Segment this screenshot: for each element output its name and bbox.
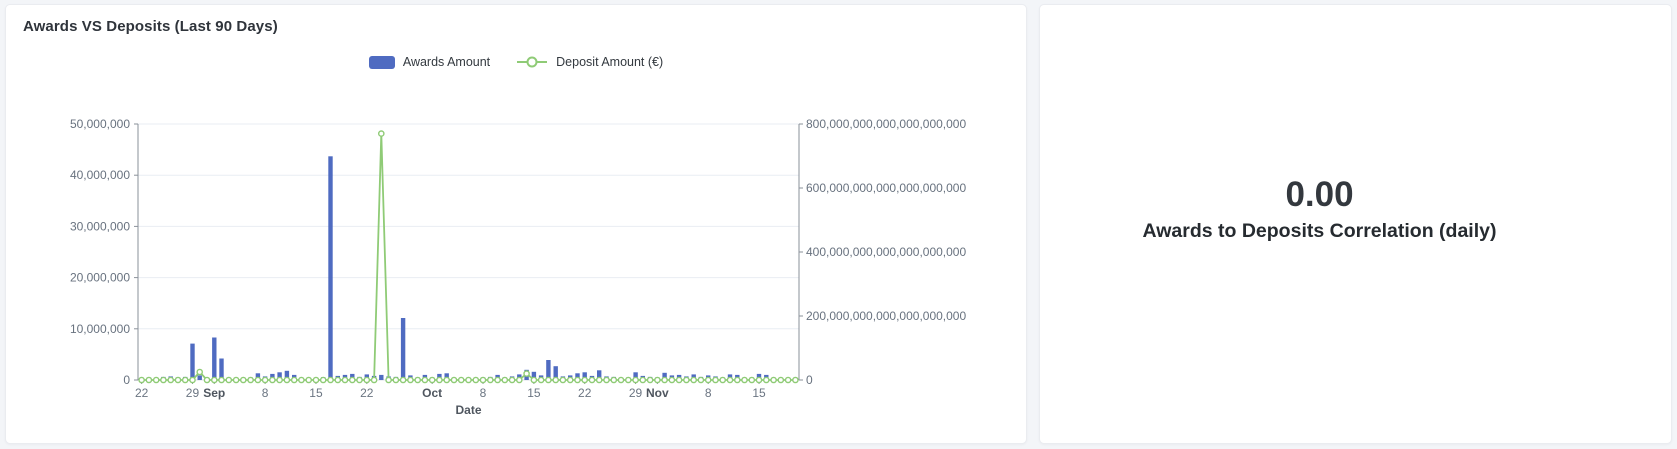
svg-text:600,000,000,000,000,000,000: 600,000,000,000,000,000,000	[806, 181, 966, 195]
correlation-content: 0.00 Awards to Deposits Correlation (dai…	[1040, 0, 1671, 443]
correlation-label: Awards to Deposits Correlation (daily)	[1142, 219, 1497, 242]
svg-text:29: 29	[629, 386, 643, 400]
svg-text:Date: Date	[455, 403, 481, 417]
svg-text:400,000,000,000,000,000,000: 400,000,000,000,000,000,000	[806, 245, 966, 259]
svg-text:200,000,000,000,000,000,000: 200,000,000,000,000,000,000	[806, 309, 966, 323]
chart-title: Awards VS Deposits (Last 90 Days)	[23, 18, 278, 35]
svg-text:15: 15	[752, 386, 766, 400]
legend-item-awards[interactable]: Awards Amount	[368, 55, 491, 69]
deposit-series-line-marker-icon	[517, 56, 548, 68]
svg-text:40,000,000: 40,000,000	[70, 168, 130, 182]
awards-vs-deposits-card: Awards VS Deposits (Last 90 Days) Awards…	[5, 4, 1027, 444]
svg-text:Oct: Oct	[422, 386, 442, 400]
legend-item-deposits[interactable]: Deposit Amount (€)	[516, 55, 663, 69]
legend-label-deposits: Deposit Amount (€)	[556, 55, 664, 69]
correlation-value: 0.00	[1285, 174, 1354, 214]
legend-label-awards: Awards Amount	[402, 55, 491, 69]
svg-text:29: 29	[186, 386, 200, 400]
correlation-card: 0.00 Awards to Deposits Correlation (dai…	[1039, 4, 1672, 444]
svg-text:22: 22	[578, 386, 592, 400]
svg-text:0: 0	[123, 373, 130, 387]
svg-text:10,000,000: 10,000,000	[70, 322, 130, 336]
awards-vs-deposits-combo-chart: 0 10,000,000 20,000,000 30,000,000 40,000,00…	[70, 117, 967, 417]
svg-text:22: 22	[360, 386, 374, 400]
svg-text:800,000,000,000,000,000,000: 800,000,000,000,000,000,000	[806, 117, 966, 131]
awards-series-swatch-icon	[368, 55, 395, 69]
svg-text:Nov: Nov	[646, 386, 669, 400]
svg-text:8: 8	[262, 386, 269, 400]
svg-text:0: 0	[806, 373, 813, 387]
svg-text:30,000,000: 30,000,000	[70, 219, 130, 233]
svg-text:Sep: Sep	[203, 386, 225, 400]
svg-text:15: 15	[309, 386, 323, 400]
svg-text:8: 8	[705, 386, 712, 400]
svg-text:22: 22	[135, 386, 149, 400]
svg-text:8: 8	[480, 386, 487, 400]
svg-text:20,000,000: 20,000,000	[70, 271, 130, 285]
svg-text:15: 15	[527, 386, 541, 400]
chart-legend: Awards Amount Deposit Amount (€)	[6, 55, 1026, 69]
svg-text:50,000,000: 50,000,000	[70, 117, 130, 131]
